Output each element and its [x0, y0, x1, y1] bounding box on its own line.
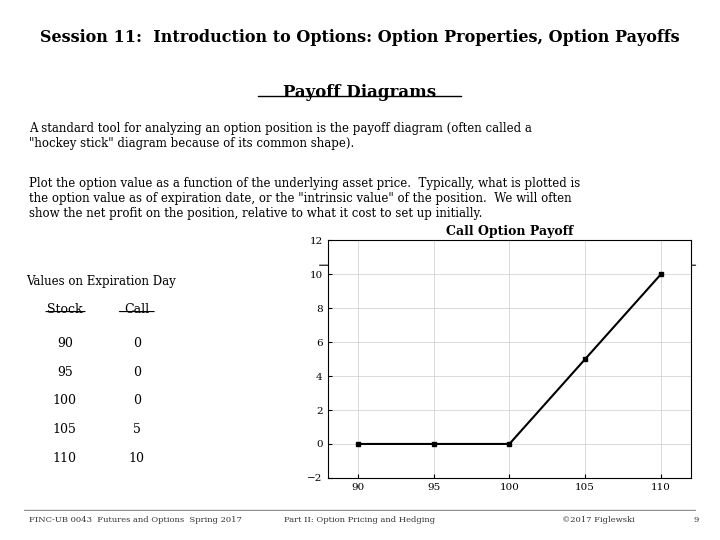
Text: 100: 100 [53, 394, 77, 407]
Text: 0: 0 [132, 337, 141, 350]
Text: Values on Expiration Day: Values on Expiration Day [26, 275, 176, 288]
Text: Part II: Option Pricing and Hedging: Part II: Option Pricing and Hedging [284, 516, 436, 524]
Text: Stock: Stock [47, 303, 83, 316]
Text: ©2017 Figlewski: ©2017 Figlewski [562, 516, 634, 524]
Text: Plot the option value as a function of the underlying asset price.  Typically, w: Plot the option value as a function of t… [29, 177, 580, 220]
Text: Payoff Diagrams: Payoff Diagrams [284, 84, 436, 100]
Text: 9: 9 [693, 516, 698, 524]
Title: Call Option Payoff: Call Option Payoff [446, 225, 573, 238]
Text: 0: 0 [132, 394, 141, 407]
Text: Call: Call [125, 303, 149, 316]
Text: 5: 5 [133, 423, 140, 436]
Text: 90: 90 [57, 337, 73, 350]
Text: 95: 95 [57, 366, 73, 379]
Text: 0: 0 [132, 366, 141, 379]
Text: 110: 110 [53, 451, 77, 464]
Text: Session 11:  Introduction to Options: Option Properties, Option Payoffs: Session 11: Introduction to Options: Opt… [40, 29, 680, 46]
Text: A standard tool for analyzing an option position is the payoff diagram (often ca: A standard tool for analyzing an option … [29, 122, 531, 150]
Text: FINC-UB 0043  Futures and Options  Spring 2017: FINC-UB 0043 Futures and Options Spring … [29, 516, 242, 524]
Text: 105: 105 [53, 423, 77, 436]
Text: 10: 10 [129, 451, 145, 464]
